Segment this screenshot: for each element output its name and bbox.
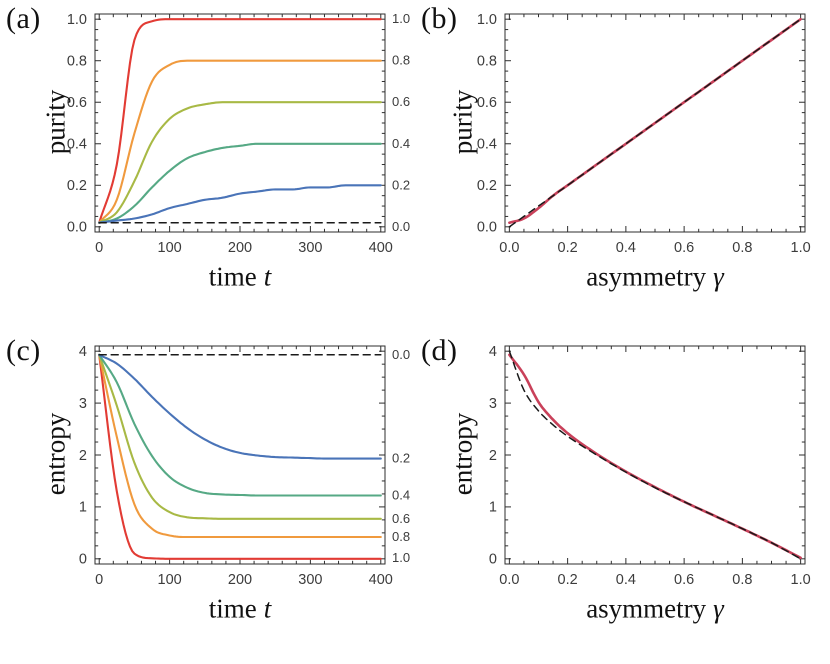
y-axis-label-c: entropy [40,412,71,496]
x-axis-label-text-b: asymmetry [586,261,707,292]
svg-text:0.0: 0.0 [499,572,519,588]
svg-text:2: 2 [79,448,87,464]
svg-text:300: 300 [298,572,322,588]
panel-label-b: (b) [421,2,458,35]
svg-text:0.8: 0.8 [732,240,752,256]
svg-text:0: 0 [95,572,103,588]
x-axis-label-text-c: time [208,593,257,624]
svg-text:0.2: 0.2 [67,178,87,194]
svg-text:2: 2 [489,448,497,464]
panel-c: 0 100 200 300 400 0 1 2 3 4 0.0 0.2 0.4 0.6 0.8 1.0 (c)… [0,332,415,664]
svg-text:0: 0 [79,552,87,568]
svg-text:0: 0 [95,240,103,256]
plot-area-c: 0 100 200 300 400 0 1 2 3 4 0.0 0.2 0.4 0.6 0.8 1.0 [79,344,410,588]
svg-text:3: 3 [489,396,497,412]
x-axis-label-b: asymmetry γ [586,262,724,293]
svg-text:0.6: 0.6 [392,94,410,109]
x-axis-label-c: time t [209,594,272,625]
svg-text:0.6: 0.6 [674,572,694,588]
svg-text:400: 400 [369,572,393,588]
svg-text:1: 1 [489,500,497,516]
svg-text:3: 3 [79,396,87,412]
svg-text:0.2: 0.2 [558,572,578,588]
panel-d: 0.0 0.2 0.4 0.6 0.8 1.0 0 1 2 3 4 (d) entropy asym… [415,332,830,664]
x-axis-variable-d: γ [713,593,724,624]
svg-text:0.2: 0.2 [392,177,410,192]
svg-text:0.0: 0.0 [392,219,410,234]
svg-text:0.8: 0.8 [392,53,410,68]
svg-text:0.0: 0.0 [499,240,519,256]
panel-label-d: (d) [421,334,458,367]
svg-text:0.4: 0.4 [616,572,636,588]
svg-text:0.6: 0.6 [477,95,497,111]
svg-text:0.0: 0.0 [477,220,497,236]
svg-text:0.4: 0.4 [392,136,410,151]
panel-label-a: (a) [6,2,41,35]
x-axis-label-a: time t [209,262,272,293]
panel-b: 0.0 0.2 0.4 0.6 0.8 1.0 0.0 0.2 0.4 0.6 0.8 1.0 (b)… [415,0,830,332]
x-axis-label-text-d: asymmetry [586,593,707,624]
svg-text:0.8: 0.8 [67,54,87,70]
svg-text:4: 4 [79,344,87,360]
svg-text:0.8: 0.8 [477,54,497,70]
svg-text:0.6: 0.6 [67,95,87,111]
svg-text:1.0: 1.0 [791,572,811,588]
plot-area-a: 0 100 200 300 400 0.0 0.2 0.4 0.6 0.8 1.0 1.0 0.8 0.6… [67,11,410,256]
svg-text:0.2: 0.2 [392,451,410,466]
svg-text:1.0: 1.0 [477,12,497,28]
x-axis-variable-c: t [263,593,272,624]
svg-text:0.8: 0.8 [732,572,752,588]
svg-text:200: 200 [228,240,252,256]
y-axis-label-a: purity [40,89,71,155]
svg-text:200: 200 [228,572,252,588]
plot-area-b: 0.0 0.2 0.4 0.6 0.8 1.0 0.0 0.2 0.4 0.6 0.8 1.0 [477,12,811,256]
svg-text:0.0: 0.0 [392,347,410,362]
x-axis-variable-a: t [263,261,272,292]
svg-text:0.4: 0.4 [616,240,636,256]
x-axis-label-text-a: time [208,261,257,292]
y-axis-label-b: purity [447,89,478,155]
x-axis-label-d: asymmetry γ [586,594,724,625]
svg-text:100: 100 [158,572,182,588]
svg-text:4: 4 [489,344,497,360]
panel-a: 0 100 200 300 400 0.0 0.2 0.4 0.6 0.8 1.0 1.0 0.8 0.6… [0,0,415,332]
plot-area-d: 0.0 0.2 0.4 0.6 0.8 1.0 0 1 2 3 4 [489,344,811,588]
svg-text:0.6: 0.6 [392,511,410,526]
svg-text:0.8: 0.8 [392,529,410,544]
svg-text:100: 100 [158,240,182,256]
svg-text:1.0: 1.0 [392,550,410,565]
svg-text:0.6: 0.6 [674,240,694,256]
svg-text:0.4: 0.4 [67,137,87,153]
panel-label-c: (c) [6,334,41,367]
y-axis-label-d: entropy [447,412,478,496]
svg-text:1: 1 [79,500,87,516]
x-axis-variable-b: γ [713,261,724,292]
svg-text:0.0: 0.0 [67,220,87,236]
svg-text:0.4: 0.4 [392,487,410,502]
svg-text:0.4: 0.4 [477,137,497,153]
svg-text:0.2: 0.2 [477,178,497,194]
svg-text:1.0: 1.0 [791,240,811,256]
svg-text:0.2: 0.2 [558,240,578,256]
svg-text:0: 0 [489,552,497,568]
svg-text:400: 400 [369,240,393,256]
svg-text:1.0: 1.0 [67,12,87,28]
svg-text:1.0: 1.0 [392,11,410,26]
svg-text:300: 300 [298,240,322,256]
